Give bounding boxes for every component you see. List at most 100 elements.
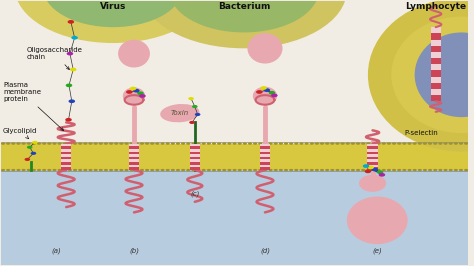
Bar — [390, 143, 392, 170]
Bar — [135, 143, 137, 170]
Circle shape — [65, 118, 72, 122]
Circle shape — [248, 142, 252, 145]
Bar — [27, 143, 29, 169]
Bar — [465, 143, 467, 169]
Bar — [106, 143, 107, 170]
Circle shape — [310, 142, 314, 145]
Bar — [279, 144, 281, 170]
Circle shape — [191, 169, 195, 171]
Bar — [367, 165, 378, 167]
Bar — [430, 27, 441, 33]
Circle shape — [119, 142, 124, 145]
Circle shape — [73, 169, 77, 171]
Bar — [181, 144, 182, 170]
Circle shape — [408, 169, 411, 171]
Bar — [260, 167, 270, 170]
Bar — [367, 162, 378, 165]
Bar — [240, 144, 242, 170]
Bar — [312, 143, 314, 170]
Circle shape — [372, 142, 375, 145]
Bar — [378, 143, 379, 170]
Circle shape — [6, 142, 10, 145]
Bar — [185, 144, 187, 170]
Circle shape — [160, 169, 164, 171]
Bar — [129, 162, 139, 165]
Bar — [432, 143, 434, 169]
Bar — [336, 143, 337, 170]
Bar — [259, 144, 260, 170]
Circle shape — [243, 169, 247, 171]
Circle shape — [258, 169, 263, 171]
Bar — [255, 144, 257, 170]
Bar — [217, 144, 218, 170]
Bar — [155, 143, 157, 170]
Circle shape — [21, 142, 26, 145]
Circle shape — [181, 142, 185, 145]
Bar — [423, 143, 425, 169]
Circle shape — [448, 169, 453, 171]
Circle shape — [186, 142, 191, 145]
Bar — [376, 143, 378, 170]
Circle shape — [63, 169, 67, 171]
Bar — [343, 143, 345, 170]
Circle shape — [232, 169, 237, 171]
Bar — [110, 143, 112, 170]
Circle shape — [67, 52, 73, 56]
Bar — [190, 157, 200, 159]
Circle shape — [325, 169, 329, 171]
Circle shape — [212, 142, 216, 145]
Bar — [310, 143, 312, 170]
Text: Plasma
membrane
protein: Plasma membrane protein — [3, 82, 64, 131]
Circle shape — [397, 142, 401, 145]
Bar — [190, 146, 200, 149]
Bar — [296, 144, 298, 170]
Bar — [101, 143, 102, 170]
Circle shape — [83, 169, 88, 171]
Bar — [459, 143, 461, 169]
Bar — [174, 144, 176, 170]
Circle shape — [367, 165, 374, 169]
Circle shape — [155, 142, 159, 145]
Bar — [265, 144, 267, 170]
Bar — [102, 143, 104, 170]
Circle shape — [433, 169, 438, 171]
Bar — [94, 143, 96, 170]
Circle shape — [27, 142, 31, 145]
Circle shape — [289, 142, 293, 145]
Circle shape — [196, 169, 201, 171]
Bar — [201, 144, 202, 170]
Bar — [154, 143, 155, 170]
Bar — [119, 143, 121, 170]
Bar — [81, 143, 82, 170]
Text: Glycolipid: Glycolipid — [3, 128, 37, 139]
Circle shape — [402, 142, 407, 145]
Circle shape — [438, 169, 443, 171]
Bar — [461, 143, 462, 169]
Circle shape — [351, 169, 355, 171]
Bar — [374, 143, 376, 170]
Ellipse shape — [391, 16, 474, 133]
Circle shape — [27, 169, 31, 171]
Circle shape — [139, 94, 146, 98]
Bar — [0, 143, 2, 169]
Bar — [284, 144, 285, 170]
Bar — [234, 144, 236, 170]
Bar — [353, 143, 354, 170]
Bar — [129, 144, 139, 146]
Circle shape — [273, 169, 278, 171]
Bar — [332, 143, 334, 170]
Circle shape — [207, 142, 211, 145]
Circle shape — [423, 142, 427, 145]
Circle shape — [207, 169, 211, 171]
Text: (b): (b) — [129, 247, 139, 254]
Bar — [191, 144, 193, 170]
Bar — [359, 143, 361, 170]
Bar — [429, 143, 431, 169]
Circle shape — [145, 169, 149, 171]
Bar — [264, 144, 265, 170]
Bar — [54, 143, 55, 169]
Bar — [171, 144, 173, 170]
Bar — [253, 144, 254, 170]
Circle shape — [196, 142, 201, 145]
Text: Lymphocyte: Lymphocyte — [405, 2, 466, 11]
